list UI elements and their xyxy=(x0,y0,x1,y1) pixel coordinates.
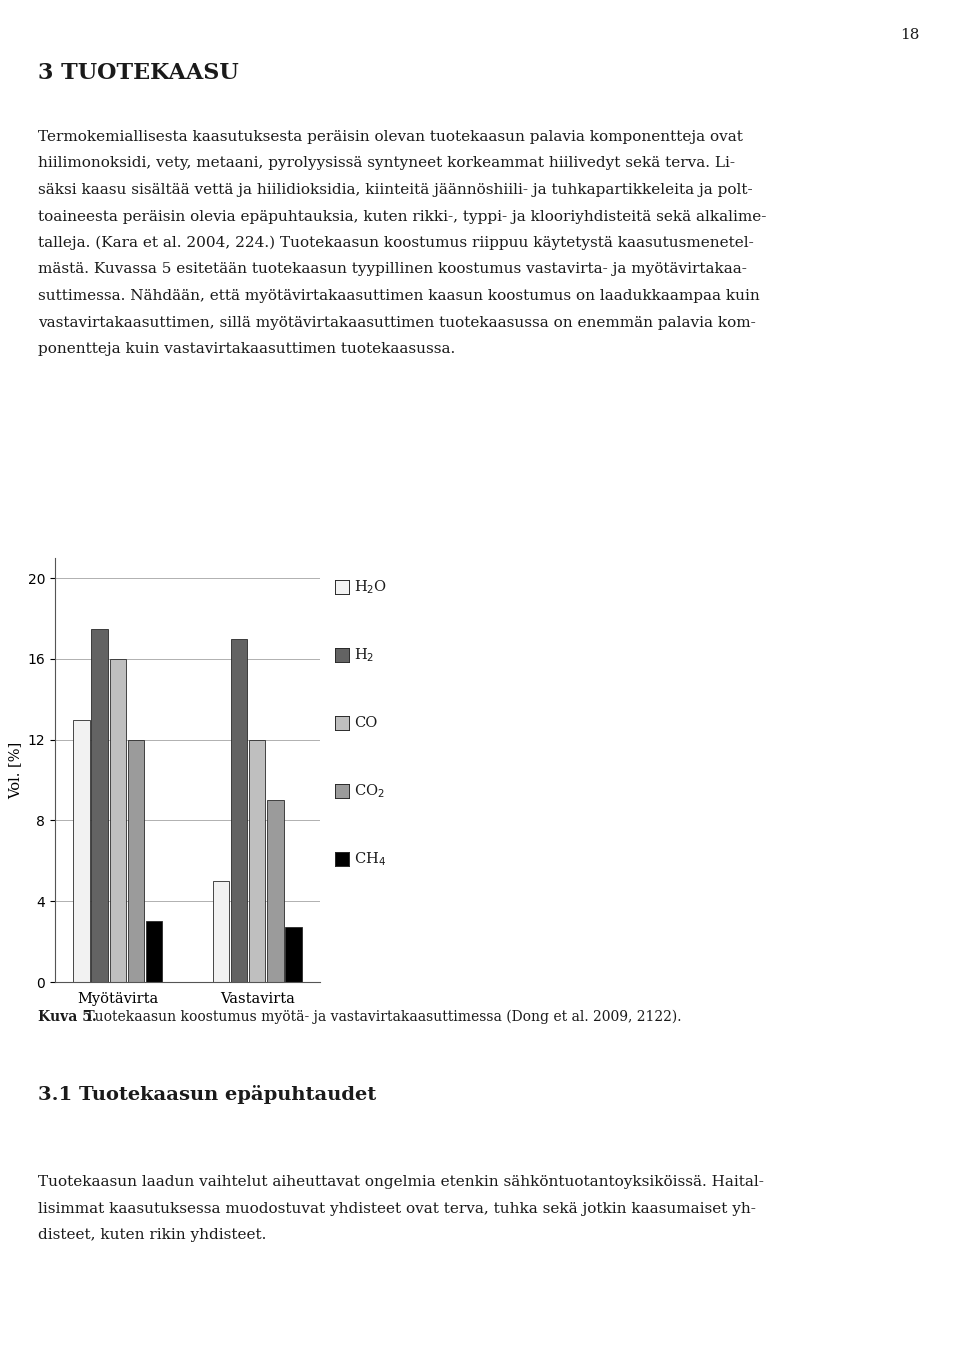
Text: CO: CO xyxy=(354,716,377,730)
Text: Tuotekaasun koostumus myötä- ja vastavirtakaasuttimessa (Dong et al. 2009, 2122): Tuotekaasun koostumus myötä- ja vastavir… xyxy=(81,1010,682,1025)
Text: Tuotekaasun laadun vaihtelut aiheuttavat ongelmia etenkin sähköntuotantoyksiköis: Tuotekaasun laadun vaihtelut aiheuttavat… xyxy=(38,1176,764,1189)
Text: H$_2$O: H$_2$O xyxy=(354,578,387,596)
Bar xyxy=(146,921,162,982)
Text: 3 TUOTEKAASU: 3 TUOTEKAASU xyxy=(38,62,239,83)
Text: toaineesta peräisin olevia epäpuhtauksia, kuten rikki-, typpi- ja klooriyhdistei: toaineesta peräisin olevia epäpuhtauksia… xyxy=(38,210,766,223)
Text: hiilimonoksidi, vety, metaani, pyrolyysissä syntyneet korkeammat hiilivedyt sekä: hiilimonoksidi, vety, metaani, pyrolyysi… xyxy=(38,156,735,171)
Bar xyxy=(285,928,301,982)
Bar xyxy=(91,628,108,982)
Text: disteet, kuten rikin yhdisteet.: disteet, kuten rikin yhdisteet. xyxy=(38,1228,266,1241)
Text: suttimessa. Nähdään, että myötävirtakaasuttimen kaasun koostumus on laadukkaampa: suttimessa. Nähdään, että myötävirtakaas… xyxy=(38,289,759,303)
Text: talleja. (Kara et al. 2004, 224.) Tuotekaasun koostumus riippuu käytetystä kaasu: talleja. (Kara et al. 2004, 224.) Tuotek… xyxy=(38,235,754,250)
Text: säksi kaasu sisältää vettä ja hiilidioksidia, kiinteitä jäännöshiili- ja tuhkapa: säksi kaasu sisältää vettä ja hiilidioks… xyxy=(38,183,753,196)
Text: H$_2$: H$_2$ xyxy=(354,646,374,664)
Text: mästä. Kuvassa 5 esitetään tuotekaasun tyypillinen koostumus vastavirta- ja myöt: mästä. Kuvassa 5 esitetään tuotekaasun t… xyxy=(38,262,747,277)
Y-axis label: Vol. [%]: Vol. [%] xyxy=(8,741,22,799)
Text: vastavirtakaasuttimen, sillä myötävirtakaasuttimen tuotekaasussa on enemmän pala: vastavirtakaasuttimen, sillä myötävirtak… xyxy=(38,316,756,330)
Text: 18: 18 xyxy=(900,28,920,42)
Text: lisimmat kaasutuksessa muodostuvat yhdisteet ovat terva, tuhka sekä jotkin kaasu: lisimmat kaasutuksessa muodostuvat yhdis… xyxy=(38,1201,756,1216)
Text: ponentteja kuin vastavirtakaasuttimen tuotekaasussa.: ponentteja kuin vastavirtakaasuttimen tu… xyxy=(38,342,455,356)
Bar xyxy=(249,740,265,982)
Bar xyxy=(213,881,229,982)
Bar xyxy=(128,740,144,982)
Text: Termokemiallisesta kaasutuksesta peräisin olevan tuotekaasun palavia komponentte: Termokemiallisesta kaasutuksesta peräisi… xyxy=(38,130,743,144)
Bar xyxy=(109,659,126,982)
Text: CO$_2$: CO$_2$ xyxy=(354,783,385,800)
Text: Kuva 5.: Kuva 5. xyxy=(38,1010,97,1024)
Bar xyxy=(231,639,248,982)
Text: CH$_4$: CH$_4$ xyxy=(354,850,386,868)
Bar xyxy=(73,720,89,982)
Text: 3.1 Tuotekaasun epäpuhtaudet: 3.1 Tuotekaasun epäpuhtaudet xyxy=(38,1085,376,1104)
Bar xyxy=(267,800,283,982)
